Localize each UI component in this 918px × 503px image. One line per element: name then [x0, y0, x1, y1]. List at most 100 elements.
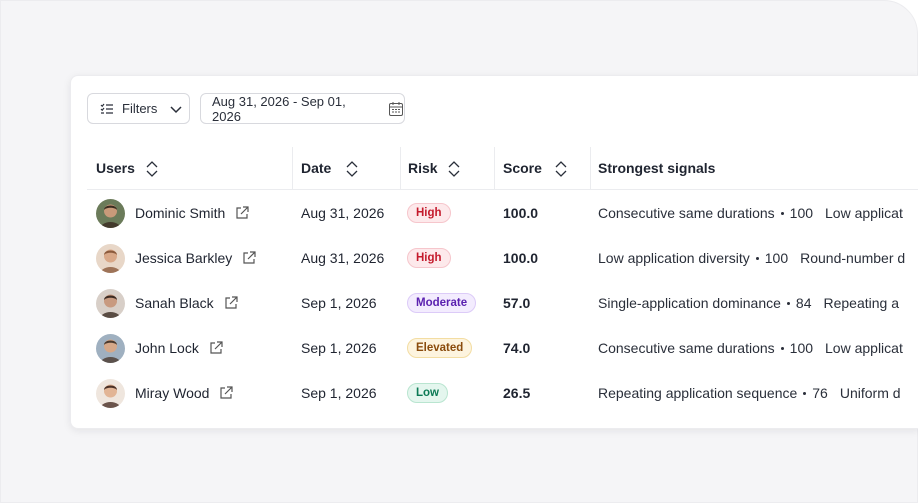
user-name: John Lock [135, 340, 199, 356]
open-link[interactable] [219, 386, 234, 400]
user-name: Miray Wood [135, 385, 210, 401]
signal: Low application diversity 100 [598, 250, 788, 266]
filters-icon [100, 103, 113, 114]
avatar-image [96, 379, 125, 408]
signal-name: Low application diversity [598, 250, 750, 266]
signal-name: Repeating application sequence [598, 385, 798, 401]
user-avatar [96, 334, 125, 363]
column-header: Risk [408, 159, 438, 176]
signal-score: 100 [789, 340, 814, 356]
risk-cell: Elevated [407, 333, 473, 363]
risk-cell: High [407, 198, 451, 228]
signal: Round-number d [800, 250, 905, 266]
calendar-icon [389, 101, 404, 116]
table-card: Filters Aug 31, 2026 - Sep 01, 2026 User… [70, 75, 918, 429]
user-cell: Jessica Barkley [135, 243, 256, 273]
signals-cell: Low application diversity 100 Round-number… [598, 243, 918, 273]
sort-control[interactable] [345, 160, 359, 183]
user-cell: John Lock [135, 333, 223, 363]
risk-badge: High [407, 248, 451, 268]
risk-badge: Low [407, 383, 448, 403]
sort-control[interactable] [447, 160, 461, 183]
open-link[interactable] [242, 251, 256, 265]
filters-label: Filters [122, 101, 158, 116]
signals-cell: Consecutive same durations 100 Low applica… [598, 333, 918, 363]
external-link-icon [236, 206, 249, 219]
signal-separator [786, 301, 790, 305]
column-divider [292, 147, 293, 189]
external-link-icon [210, 341, 223, 354]
sort-icon [555, 161, 567, 177]
sort-control[interactable] [554, 160, 568, 183]
chevron-icon [170, 105, 182, 113]
signal-name: Low applicat [825, 340, 903, 356]
date-cell: Aug 31, 2026 [301, 250, 385, 266]
column-header: Score [503, 159, 542, 176]
score-cell: 100.0 [503, 205, 539, 221]
user-avatar [96, 199, 125, 228]
signal: Low applicat [825, 340, 903, 356]
signal: Consecutive same durations 100 [598, 205, 813, 221]
date-range-label: Aug 31, 2026 - Sep 01, 2026 [212, 93, 346, 124]
open-link[interactable] [224, 296, 238, 310]
signal-separator [780, 211, 784, 215]
risk-badge: High [407, 203, 451, 223]
user-name: Jessica Barkley [135, 250, 233, 266]
sort-control[interactable] [145, 160, 159, 183]
sort-icon [346, 161, 358, 177]
user-cell: Miray Wood [135, 378, 234, 408]
signal-name: Round-number d [800, 250, 906, 266]
user-avatar [96, 244, 125, 273]
risk-badge: Elevated [407, 338, 473, 358]
signal-name: Single-application dominance [598, 295, 781, 311]
signal: Repeating application sequence 76 [598, 385, 828, 401]
signal-separator [803, 391, 807, 395]
risk-cell: High [407, 243, 451, 273]
signal-score: 76 [812, 385, 828, 401]
user-name: Dominic Smith [135, 205, 226, 221]
signal: Low applicat [825, 205, 903, 221]
date-cell: Aug 31, 2026 [301, 205, 385, 221]
signal: Uniform d [840, 385, 901, 401]
sort-icon [448, 161, 460, 177]
sort-icon [146, 161, 158, 177]
column-header: Users [96, 159, 135, 176]
avatar-image [96, 244, 125, 273]
column-divider [400, 147, 401, 189]
signal-score: 100 [764, 250, 789, 266]
column-header: Strongest signals [598, 159, 716, 176]
user-avatar [96, 379, 125, 408]
date-cell: Sep 1, 2026 [301, 385, 377, 401]
date-range-button[interactable]: Aug 31, 2026 - Sep 01, 2026 [200, 93, 405, 124]
avatar-image [96, 334, 125, 363]
risk-cell: Moderate [407, 288, 477, 318]
avatar-image [96, 289, 125, 318]
external-link-icon [220, 386, 234, 399]
signal-name: Low applicat [825, 205, 903, 221]
user-avatar [96, 289, 125, 318]
score-cell: 74.0 [503, 340, 531, 356]
user-cell: Dominic Smith [135, 198, 249, 228]
external-link-icon [243, 251, 256, 264]
signal-score: 84 [795, 295, 812, 311]
header-divider [87, 189, 918, 190]
signals-cell: Single-application dominance 84 Repeating … [598, 288, 918, 318]
signals-cell: Consecutive same durations 100 Low applica… [598, 198, 918, 228]
signal-name: Uniform d [839, 385, 901, 401]
score-cell: 57.0 [503, 295, 531, 311]
signal-separator [780, 346, 784, 350]
open-link[interactable] [209, 341, 223, 355]
filters-button[interactable]: Filters [87, 93, 190, 124]
column-header: Date [301, 159, 332, 176]
column-divider [494, 147, 495, 189]
date-cell: Sep 1, 2026 [301, 295, 377, 311]
avatar-image [96, 199, 125, 228]
open-link[interactable] [235, 206, 249, 220]
signal: Consecutive same durations 100 [598, 340, 813, 356]
signal-name: Consecutive same durations [598, 205, 775, 221]
signal: Single-application dominance 84 [598, 295, 811, 311]
score-cell: 26.5 [503, 385, 531, 401]
signals-cell: Repeating application sequence 76 Uniform … [598, 378, 918, 408]
user-name: Sanah Black [135, 295, 214, 311]
